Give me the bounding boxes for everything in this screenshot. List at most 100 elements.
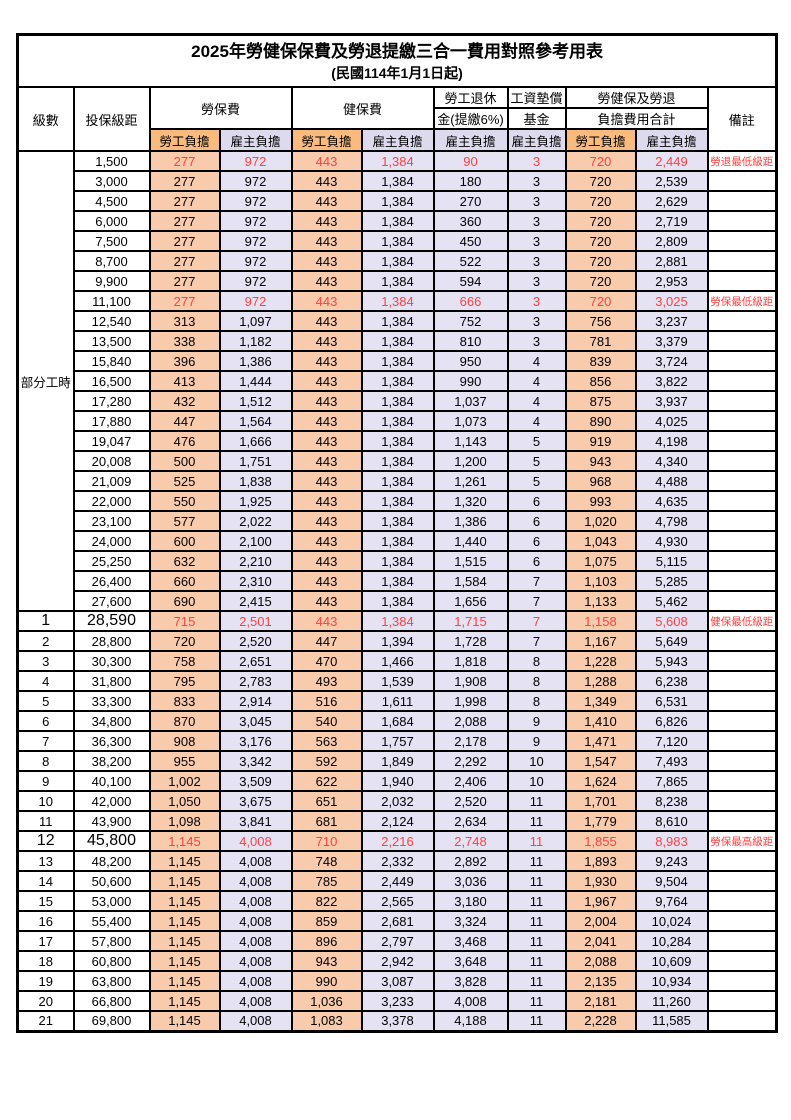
wage-fund-employer-cell: 3 — [506, 150, 567, 172]
wage-fund-employer-cell: 11 — [506, 790, 567, 812]
wage-fund-employer-cell: 11 — [506, 970, 567, 992]
remark-cell — [706, 690, 778, 712]
table-row: 22,000 550 1,925 443 1,384 1,320 6 993 4,635 — [18, 490, 778, 512]
bracket-cell: 50,600 — [72, 870, 151, 892]
table-row: 8 38,200 955 3,342 592 1,849 2,292 10 1,547 7,493 — [16, 750, 778, 772]
pension-employer-cell: 2,748 — [432, 830, 509, 852]
remark-cell — [706, 430, 778, 452]
labor-employer-cell: 972 — [218, 150, 293, 172]
pension-employer-cell: 1,143 — [432, 430, 509, 452]
labor-employee-cell: 277 — [148, 250, 221, 272]
health-employer-cell: 3,378 — [360, 1010, 435, 1032]
health-employer-cell: 1,384 — [360, 170, 435, 192]
health-employee-cell: 681 — [290, 810, 363, 832]
wage-fund-employer-cell: 3 — [506, 170, 567, 192]
labor-employer-cell: 1,512 — [218, 390, 293, 412]
total-employee-cell: 839 — [564, 350, 637, 372]
health-employer-cell: 2,449 — [360, 870, 435, 892]
total-employer-cell: 3,937 — [634, 390, 709, 412]
pension-employer-cell: 4,008 — [432, 990, 509, 1012]
health-employee-cell: 443 — [290, 570, 363, 592]
wage-fund-employer-cell: 6 — [506, 490, 567, 512]
bracket-cell: 6,000 — [72, 210, 151, 232]
table-row: 24,000 600 2,100 443 1,384 1,440 6 1,043 4,930 — [18, 530, 778, 552]
bracket-cell: 38,200 — [72, 750, 151, 772]
bracket-cell: 24,000 — [72, 530, 151, 552]
wage-fund-employer-cell: 3 — [506, 270, 567, 292]
total-employer-cell: 2,881 — [634, 250, 709, 272]
bracket-cell: 9,900 — [72, 270, 151, 292]
health-employer-cell: 1,384 — [360, 370, 435, 392]
remark-cell — [706, 790, 778, 812]
health-employee-cell: 651 — [290, 790, 363, 812]
wage-fund-employer-cell: 7 — [506, 630, 567, 652]
total-employer-cell: 10,284 — [634, 930, 709, 952]
table-row: 17 57,800 1,145 4,008 896 2,797 3,468 11 2,041 10… — [16, 930, 778, 952]
labor-employee-cell: 277 — [148, 170, 221, 192]
labor-employee-cell: 277 — [148, 190, 221, 212]
level-cell: 20 — [16, 990, 75, 1012]
total-employee-cell: 1,133 — [564, 590, 637, 612]
wage-fund-employer-cell: 8 — [506, 650, 567, 672]
total-employee-cell: 943 — [564, 450, 637, 472]
wage-fund-employer-cell: 4 — [506, 370, 567, 392]
remark-cell — [706, 370, 778, 392]
labor-employee-cell: 525 — [148, 470, 221, 492]
pension-employer-cell: 666 — [432, 290, 509, 312]
total-employee-cell: 1,930 — [564, 870, 637, 892]
header-health-employee: 勞工負擔 — [290, 128, 363, 152]
remark-cell — [706, 670, 778, 692]
pension-employer-cell: 1,320 — [432, 490, 509, 512]
total-employer-cell: 3,237 — [634, 310, 709, 332]
table-row: 17,280 432 1,512 443 1,384 1,037 4 875 3,937 — [18, 390, 778, 412]
health-employee-cell: 443 — [290, 350, 363, 372]
total-employer-cell: 2,953 — [634, 270, 709, 292]
total-employee-cell: 890 — [564, 410, 637, 432]
labor-employee-cell: 720 — [148, 630, 221, 652]
page-subtitle: (民國114年1月1日起) — [331, 64, 463, 81]
total-employer-cell: 4,635 — [634, 490, 709, 512]
pension-employer-cell: 2,292 — [432, 750, 509, 772]
header-bracket: 投保級距 — [72, 86, 151, 152]
wage-fund-employer-cell: 10 — [506, 770, 567, 792]
pension-employer-cell: 2,892 — [432, 850, 509, 872]
bracket-cell: 27,600 — [72, 590, 151, 612]
pension-employer-cell: 1,440 — [432, 530, 509, 552]
total-employer-cell: 5,115 — [634, 550, 709, 572]
total-employee-cell: 1,228 — [564, 650, 637, 672]
labor-employer-cell: 4,008 — [218, 850, 293, 872]
bracket-cell: 42,000 — [72, 790, 151, 812]
wage-fund-employer-cell: 3 — [506, 330, 567, 352]
remark-cell — [706, 770, 778, 792]
labor-employer-cell: 3,841 — [218, 810, 293, 832]
health-employee-cell: 443 — [290, 370, 363, 392]
labor-employee-cell: 396 — [148, 350, 221, 372]
header-level: 級數 — [16, 86, 75, 152]
table-row: 21,009 525 1,838 443 1,384 1,261 5 968 4,488 — [18, 470, 778, 492]
total-employer-cell: 2,719 — [634, 210, 709, 232]
table-row: 11,100 277 972 443 1,384 666 3 720 3,025 勞保最低級距 — [18, 290, 778, 312]
health-employer-cell: 1,384 — [360, 610, 435, 632]
labor-employer-cell: 4,008 — [218, 950, 293, 972]
bracket-cell: 25,250 — [72, 550, 151, 572]
labor-employer-cell: 1,838 — [218, 470, 293, 492]
labor-employer-cell: 972 — [218, 170, 293, 192]
table-row: 21 69,800 1,145 4,008 1,083 3,378 4,188 11 2,228… — [16, 1010, 778, 1032]
health-employer-cell: 1,539 — [360, 670, 435, 692]
total-employee-cell: 993 — [564, 490, 637, 512]
pension-employer-cell: 1,261 — [432, 470, 509, 492]
total-employee-cell: 1,547 — [564, 750, 637, 772]
wage-fund-employer-cell: 7 — [506, 590, 567, 612]
remark-cell — [706, 410, 778, 432]
level-cell: 12 — [16, 830, 75, 852]
total-employer-cell: 10,609 — [634, 950, 709, 972]
remark-cell — [706, 1010, 778, 1032]
total-employee-cell: 720 — [564, 190, 637, 212]
health-employer-cell: 1,384 — [360, 270, 435, 292]
health-employer-cell: 2,565 — [360, 890, 435, 912]
level-cell: 17 — [16, 930, 75, 952]
health-employer-cell: 2,124 — [360, 810, 435, 832]
labor-employee-cell: 432 — [148, 390, 221, 412]
health-employee-cell: 592 — [290, 750, 363, 772]
labor-employer-cell: 3,342 — [218, 750, 293, 772]
